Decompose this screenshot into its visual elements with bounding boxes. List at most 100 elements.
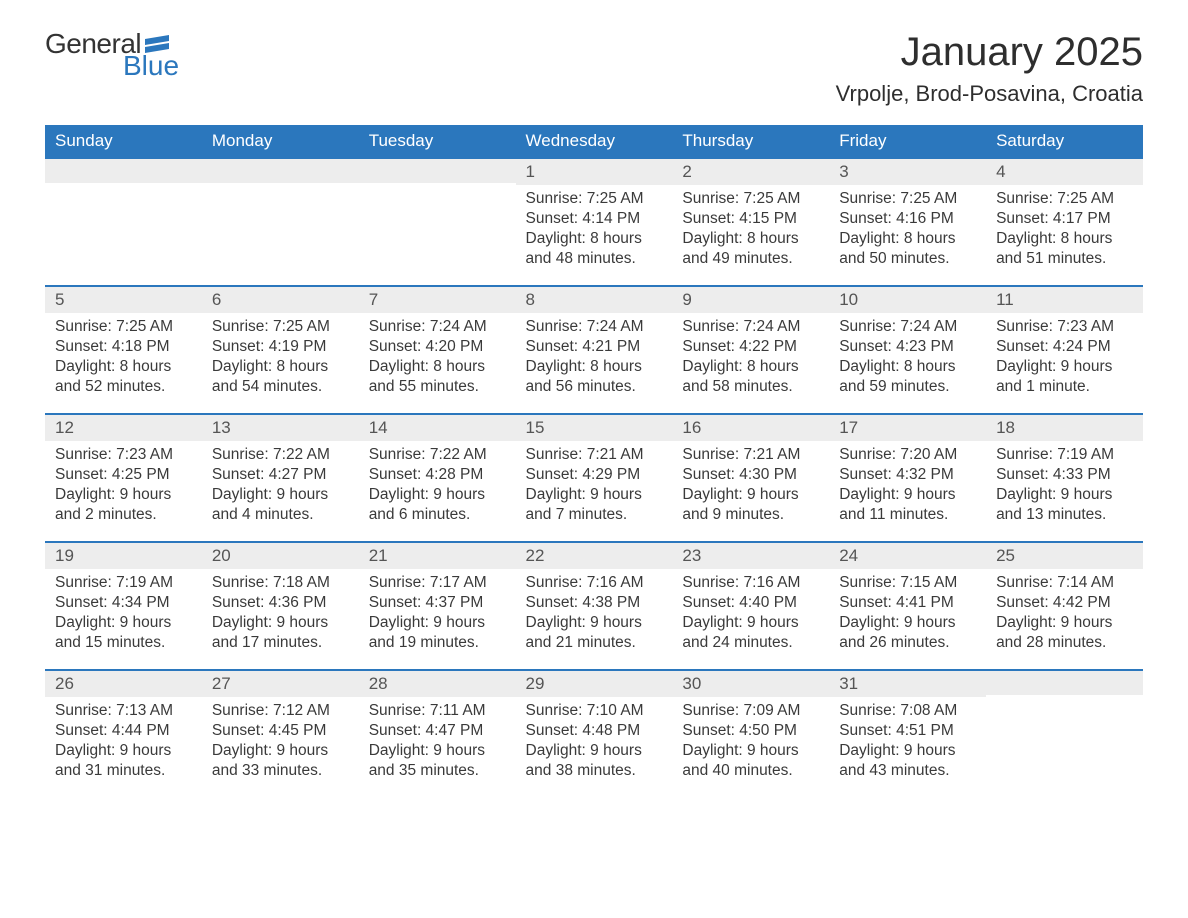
calendar-cell: 14Sunrise: 7:22 AMSunset: 4:28 PMDayligh… <box>359 413 516 541</box>
day-number: 20 <box>202 541 359 569</box>
sunset-text: Sunset: 4:40 PM <box>682 593 819 613</box>
daylight-text: Daylight: 9 hours and 4 minutes. <box>212 485 349 525</box>
day-number: 6 <box>202 285 359 313</box>
day-number: 28 <box>359 669 516 697</box>
day-number: 26 <box>45 669 202 697</box>
calendar-cell: 5Sunrise: 7:25 AMSunset: 4:18 PMDaylight… <box>45 285 202 413</box>
day-body: Sunrise: 7:24 AMSunset: 4:20 PMDaylight:… <box>359 313 516 406</box>
day-number <box>202 157 359 183</box>
daylight-text: Daylight: 9 hours and 26 minutes. <box>839 613 976 653</box>
day-header: Wednesday <box>516 125 673 157</box>
location-subtitle: Vrpolje, Brod-Posavina, Croatia <box>836 81 1143 107</box>
sunset-text: Sunset: 4:42 PM <box>996 593 1133 613</box>
calendar-cell: 27Sunrise: 7:12 AMSunset: 4:45 PMDayligh… <box>202 669 359 797</box>
sunset-text: Sunset: 4:15 PM <box>682 209 819 229</box>
sunrise-text: Sunrise: 7:19 AM <box>55 573 192 593</box>
daylight-text: Daylight: 9 hours and 15 minutes. <box>55 613 192 653</box>
daylight-text: Daylight: 8 hours and 49 minutes. <box>682 229 819 269</box>
sunrise-text: Sunrise: 7:19 AM <box>996 445 1133 465</box>
sunrise-text: Sunrise: 7:16 AM <box>526 573 663 593</box>
daylight-text: Daylight: 9 hours and 17 minutes. <box>212 613 349 653</box>
logo-text-blue: Blue <box>123 52 179 80</box>
day-body: Sunrise: 7:25 AMSunset: 4:16 PMDaylight:… <box>829 185 986 278</box>
day-body: Sunrise: 7:25 AMSunset: 4:14 PMDaylight:… <box>516 185 673 278</box>
day-body: Sunrise: 7:25 AMSunset: 4:19 PMDaylight:… <box>202 313 359 406</box>
calendar-cell: 21Sunrise: 7:17 AMSunset: 4:37 PMDayligh… <box>359 541 516 669</box>
sunset-text: Sunset: 4:18 PM <box>55 337 192 357</box>
day-number: 30 <box>672 669 829 697</box>
calendar-cell: 25Sunrise: 7:14 AMSunset: 4:42 PMDayligh… <box>986 541 1143 669</box>
day-number: 31 <box>829 669 986 697</box>
sunrise-text: Sunrise: 7:25 AM <box>55 317 192 337</box>
day-header: Tuesday <box>359 125 516 157</box>
day-number: 10 <box>829 285 986 313</box>
calendar-cell: 3Sunrise: 7:25 AMSunset: 4:16 PMDaylight… <box>829 157 986 285</box>
sunrise-text: Sunrise: 7:25 AM <box>682 189 819 209</box>
day-number: 3 <box>829 157 986 185</box>
daylight-text: Daylight: 9 hours and 21 minutes. <box>526 613 663 653</box>
calendar-cell: 20Sunrise: 7:18 AMSunset: 4:36 PMDayligh… <box>202 541 359 669</box>
logo: General Blue <box>45 30 179 80</box>
day-body: Sunrise: 7:21 AMSunset: 4:29 PMDaylight:… <box>516 441 673 534</box>
day-header: Thursday <box>672 125 829 157</box>
day-body: Sunrise: 7:16 AMSunset: 4:40 PMDaylight:… <box>672 569 829 662</box>
sunrise-text: Sunrise: 7:10 AM <box>526 701 663 721</box>
day-number: 14 <box>359 413 516 441</box>
daylight-text: Daylight: 9 hours and 28 minutes. <box>996 613 1133 653</box>
title-block: January 2025 Vrpolje, Brod-Posavina, Cro… <box>836 30 1143 107</box>
sunrise-text: Sunrise: 7:15 AM <box>839 573 976 593</box>
sunrise-text: Sunrise: 7:25 AM <box>839 189 976 209</box>
day-number: 12 <box>45 413 202 441</box>
calendar-cell: 31Sunrise: 7:08 AMSunset: 4:51 PMDayligh… <box>829 669 986 797</box>
daylight-text: Daylight: 9 hours and 43 minutes. <box>839 741 976 781</box>
sunset-text: Sunset: 4:50 PM <box>682 721 819 741</box>
daylight-text: Daylight: 8 hours and 55 minutes. <box>369 357 506 397</box>
sunset-text: Sunset: 4:45 PM <box>212 721 349 741</box>
day-number: 19 <box>45 541 202 569</box>
calendar-cell <box>359 157 516 285</box>
sunrise-text: Sunrise: 7:13 AM <box>55 701 192 721</box>
month-title: January 2025 <box>836 30 1143 75</box>
day-body: Sunrise: 7:24 AMSunset: 4:21 PMDaylight:… <box>516 313 673 406</box>
daylight-text: Daylight: 9 hours and 24 minutes. <box>682 613 819 653</box>
sunrise-text: Sunrise: 7:24 AM <box>682 317 819 337</box>
day-number: 7 <box>359 285 516 313</box>
sunset-text: Sunset: 4:21 PM <box>526 337 663 357</box>
sunrise-text: Sunrise: 7:24 AM <box>526 317 663 337</box>
sunrise-text: Sunrise: 7:21 AM <box>526 445 663 465</box>
day-body: Sunrise: 7:14 AMSunset: 4:42 PMDaylight:… <box>986 569 1143 662</box>
sunrise-text: Sunrise: 7:20 AM <box>839 445 976 465</box>
day-number: 25 <box>986 541 1143 569</box>
day-number: 18 <box>986 413 1143 441</box>
day-body: Sunrise: 7:25 AMSunset: 4:15 PMDaylight:… <box>672 185 829 278</box>
sunset-text: Sunset: 4:25 PM <box>55 465 192 485</box>
calendar-cell: 17Sunrise: 7:20 AMSunset: 4:32 PMDayligh… <box>829 413 986 541</box>
sunset-text: Sunset: 4:24 PM <box>996 337 1133 357</box>
calendar-cell: 28Sunrise: 7:11 AMSunset: 4:47 PMDayligh… <box>359 669 516 797</box>
day-number <box>986 669 1143 695</box>
sunset-text: Sunset: 4:22 PM <box>682 337 819 357</box>
sunrise-text: Sunrise: 7:11 AM <box>369 701 506 721</box>
calendar-week-row: 1Sunrise: 7:25 AMSunset: 4:14 PMDaylight… <box>45 157 1143 285</box>
calendar-cell <box>986 669 1143 797</box>
sunset-text: Sunset: 4:33 PM <box>996 465 1133 485</box>
calendar-table: Sunday Monday Tuesday Wednesday Thursday… <box>45 125 1143 797</box>
sunset-text: Sunset: 4:29 PM <box>526 465 663 485</box>
daylight-text: Daylight: 9 hours and 31 minutes. <box>55 741 192 781</box>
day-body: Sunrise: 7:09 AMSunset: 4:50 PMDaylight:… <box>672 697 829 790</box>
calendar-cell: 16Sunrise: 7:21 AMSunset: 4:30 PMDayligh… <box>672 413 829 541</box>
day-number: 11 <box>986 285 1143 313</box>
day-body: Sunrise: 7:24 AMSunset: 4:23 PMDaylight:… <box>829 313 986 406</box>
day-body: Sunrise: 7:15 AMSunset: 4:41 PMDaylight:… <box>829 569 986 662</box>
sunrise-text: Sunrise: 7:24 AM <box>369 317 506 337</box>
day-body: Sunrise: 7:10 AMSunset: 4:48 PMDaylight:… <box>516 697 673 790</box>
calendar-cell <box>45 157 202 285</box>
sunrise-text: Sunrise: 7:21 AM <box>682 445 819 465</box>
day-body: Sunrise: 7:21 AMSunset: 4:30 PMDaylight:… <box>672 441 829 534</box>
day-number: 15 <box>516 413 673 441</box>
calendar-cell: 24Sunrise: 7:15 AMSunset: 4:41 PMDayligh… <box>829 541 986 669</box>
sunrise-text: Sunrise: 7:24 AM <box>839 317 976 337</box>
day-number: 8 <box>516 285 673 313</box>
day-number <box>45 157 202 183</box>
calendar-cell: 18Sunrise: 7:19 AMSunset: 4:33 PMDayligh… <box>986 413 1143 541</box>
